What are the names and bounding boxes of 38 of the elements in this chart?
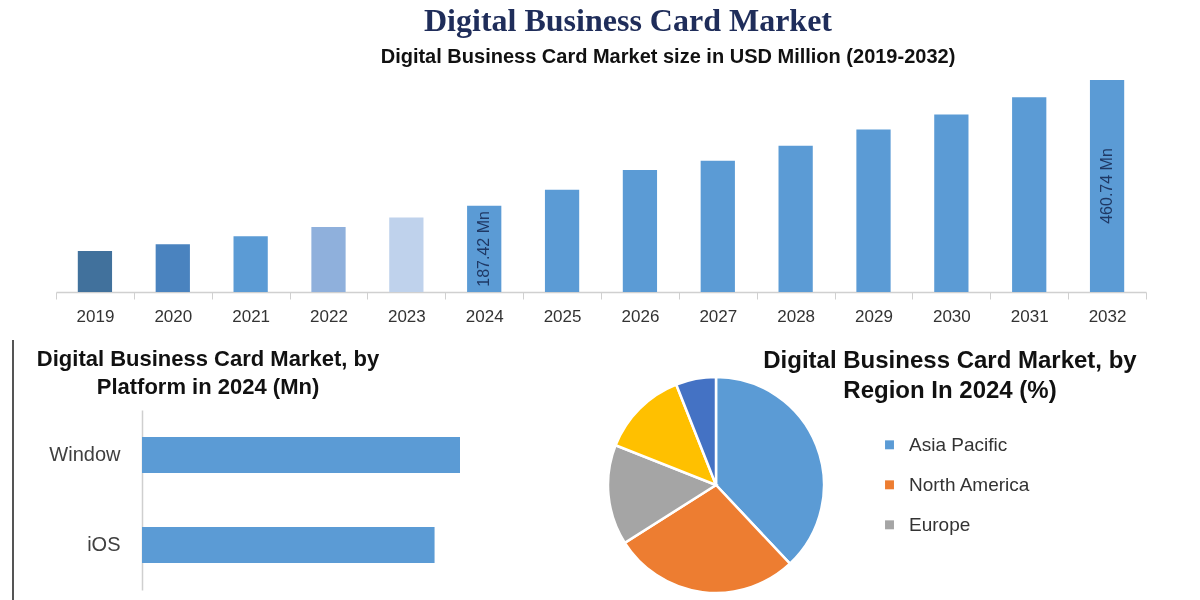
x-tick-label: 2024	[465, 306, 504, 326]
bar	[856, 129, 891, 292]
legend-label: Asia Pacific	[909, 433, 1008, 455]
x-tick-label: 2029	[855, 306, 893, 326]
chart-subtitle: Digital Business Card Market size in USD Million (2019-2032)	[379, 44, 957, 69]
bar	[544, 189, 580, 292]
data-label: 460.74 Mn	[1098, 148, 1116, 224]
bar	[778, 145, 813, 292]
x-tick-label: 2021	[232, 306, 271, 326]
bar	[77, 251, 113, 292]
bar	[233, 236, 268, 292]
x-tick-label: 2025	[543, 306, 582, 326]
data-label: 187.42 Mn	[475, 211, 493, 287]
bar	[934, 114, 969, 292]
chart-title: Digital Business Card Market, by Region In 2024 (%)	[762, 345, 1138, 405]
y-tick-label: iOS	[87, 533, 121, 555]
bar	[700, 160, 735, 292]
x-tick-label: 2030	[932, 306, 971, 326]
bar	[1089, 80, 1125, 292]
x-tick-label: 2032	[1088, 306, 1127, 326]
bar	[311, 227, 346, 292]
bar	[622, 170, 658, 292]
x-tick-label: 2023	[387, 306, 426, 326]
legend-label: North America	[909, 473, 1030, 495]
chart-title: Digital Business Card Market, by Platform in 2024 (Mn)	[35, 345, 381, 400]
y-tick-label: Window	[49, 443, 122, 465]
x-tick-label: 2027	[699, 306, 738, 326]
x-tick-label: 2020	[154, 306, 193, 326]
bar	[1012, 97, 1047, 292]
x-tick-label: 2026	[621, 306, 660, 326]
x-tick-label: 2031	[1010, 306, 1049, 326]
bar	[155, 244, 190, 292]
bar	[389, 217, 424, 292]
legend-label: Europe	[909, 513, 971, 535]
x-tick-label: 2028	[777, 306, 816, 326]
x-tick-label: 2019	[76, 306, 115, 326]
chart-title: Digital Business Card Market	[423, 1, 833, 40]
x-tick-label: 2022	[310, 306, 348, 326]
